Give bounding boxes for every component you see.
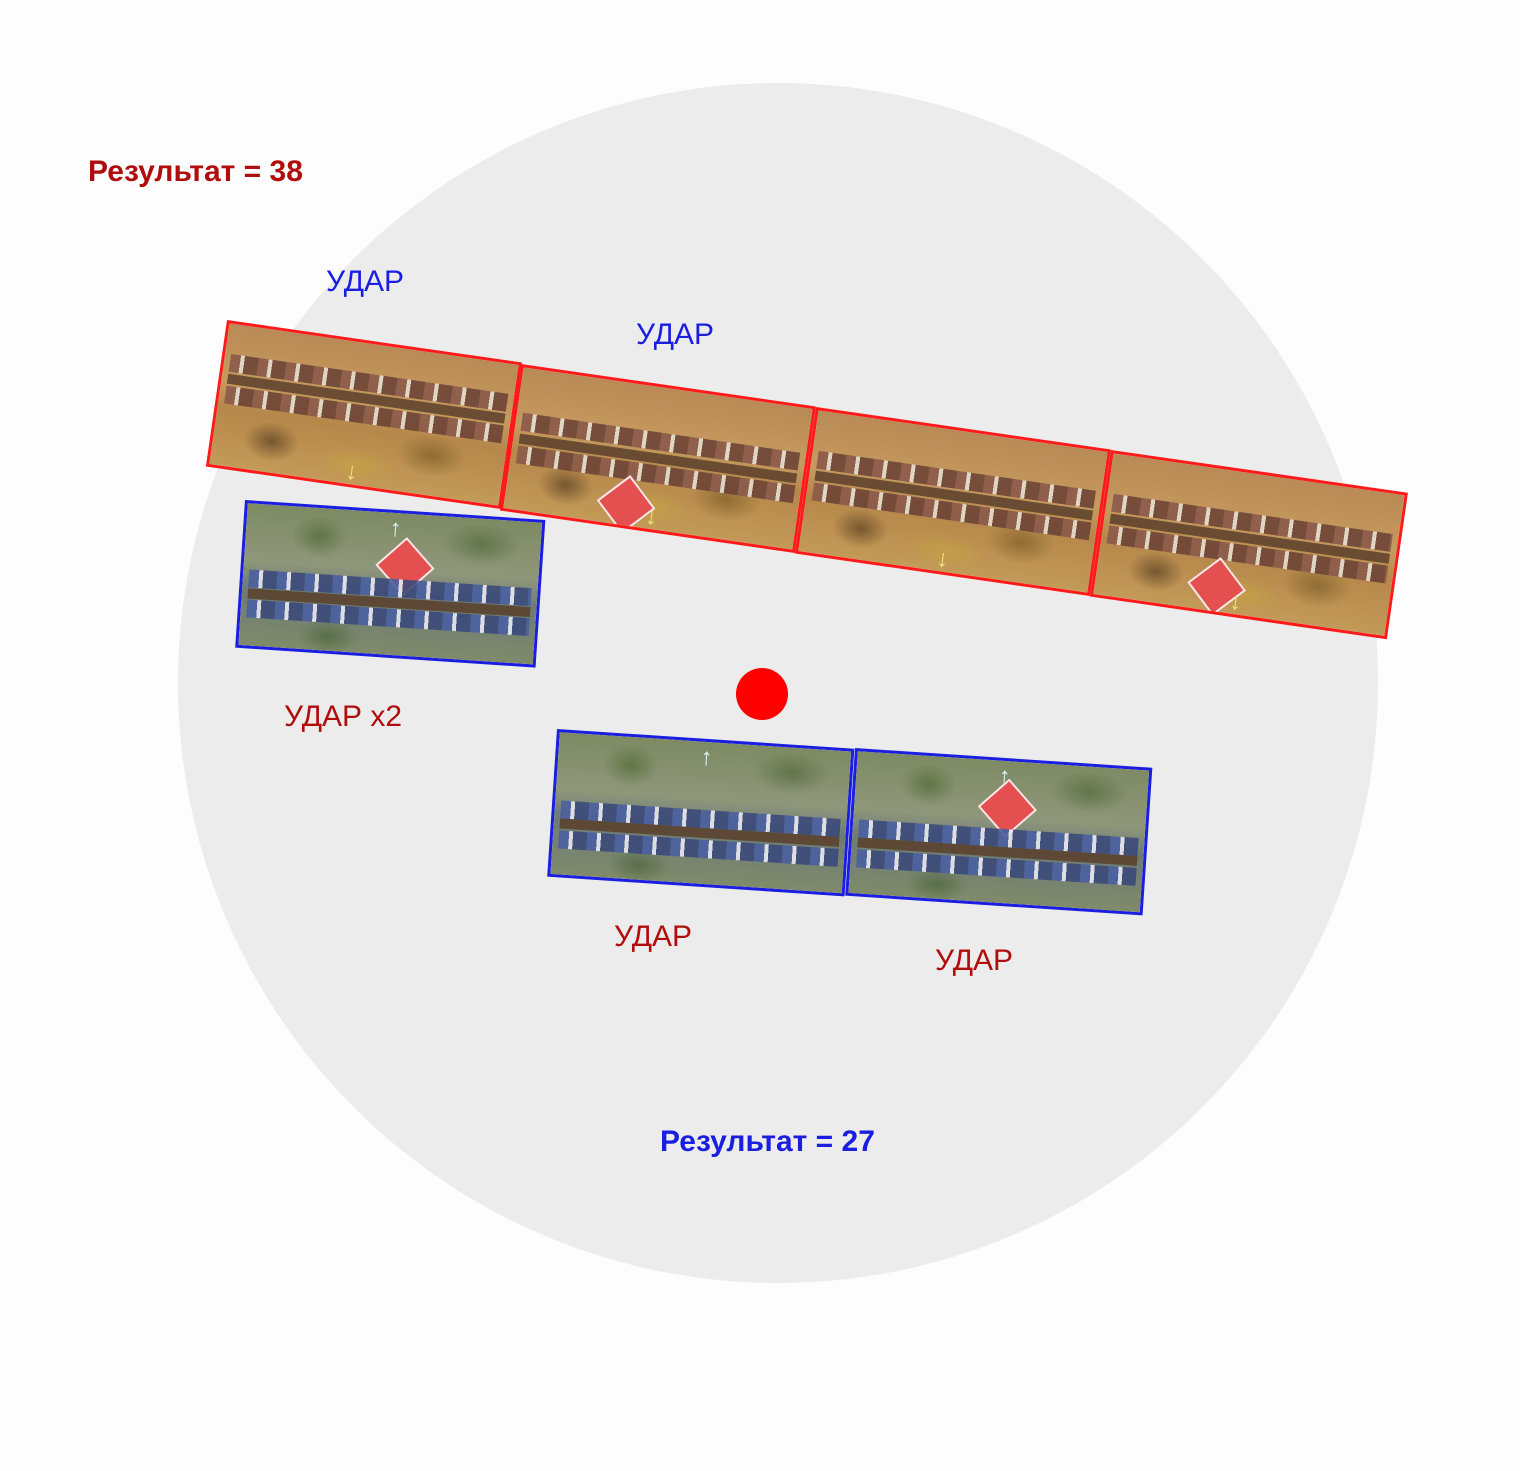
- arrow-up-icon: ↑: [388, 514, 403, 543]
- blue-strike-label-1: УДАР: [326, 265, 405, 298]
- blue-unit-left: ↑: [235, 500, 546, 668]
- red-strike-label-2: УДАР: [935, 944, 1014, 977]
- red-result: Результат = 38: [88, 155, 303, 188]
- red-strike-x2-label: УДАР x2: [284, 700, 403, 733]
- arrow-up-icon: ↑: [699, 743, 714, 772]
- blue-unit-bottom-2: ↑: [845, 748, 1153, 916]
- objective-marker: [736, 668, 788, 720]
- blue-result: Результат = 27: [660, 1125, 875, 1158]
- blue-unit-bottom-1: ↑: [547, 729, 855, 897]
- red-strike-label-1: УДАР: [614, 920, 693, 953]
- blue-strike-label-2: УДАР: [636, 318, 715, 351]
